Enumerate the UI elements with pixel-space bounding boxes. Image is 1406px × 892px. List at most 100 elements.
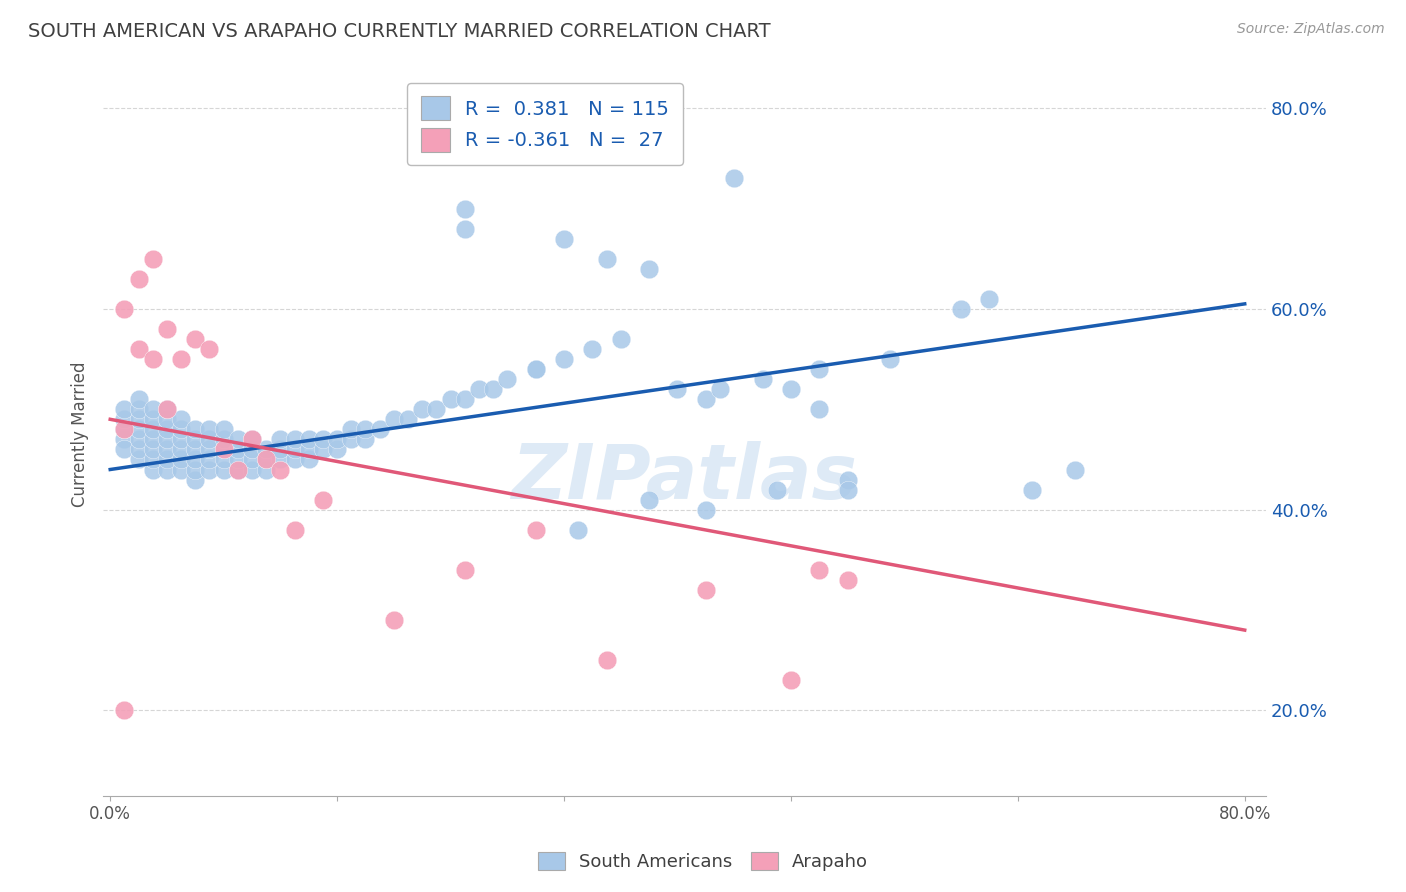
Point — [142, 252, 165, 266]
Point — [112, 422, 135, 436]
Y-axis label: Currently Married: Currently Married — [72, 361, 89, 508]
Point — [170, 412, 193, 426]
Point — [184, 452, 207, 467]
Point — [198, 422, 221, 436]
Point — [112, 402, 135, 417]
Point — [666, 382, 689, 396]
Point — [240, 442, 263, 457]
Point — [112, 433, 135, 447]
Point — [142, 452, 165, 467]
Point — [284, 442, 307, 457]
Point — [156, 402, 179, 417]
Point — [142, 422, 165, 436]
Point — [156, 322, 179, 336]
Point — [142, 412, 165, 426]
Point — [609, 332, 631, 346]
Point — [581, 342, 603, 356]
Point — [198, 452, 221, 467]
Point — [496, 372, 519, 386]
Point — [142, 442, 165, 457]
Point — [595, 653, 617, 667]
Point — [112, 442, 135, 457]
Point — [170, 422, 193, 436]
Point — [312, 433, 335, 447]
Point — [254, 452, 277, 467]
Point — [128, 272, 150, 286]
Point — [411, 402, 433, 417]
Point — [156, 442, 179, 457]
Point — [254, 452, 277, 467]
Point — [950, 301, 973, 316]
Point — [879, 352, 901, 367]
Point — [170, 433, 193, 447]
Point — [240, 433, 263, 447]
Point — [354, 422, 377, 436]
Point — [226, 452, 249, 467]
Point — [156, 402, 179, 417]
Legend: R =  0.381   N = 115, R = -0.361   N =  27: R = 0.381 N = 115, R = -0.361 N = 27 — [408, 83, 683, 165]
Point — [439, 392, 461, 407]
Point — [170, 452, 193, 467]
Point — [340, 433, 363, 447]
Point — [454, 202, 477, 216]
Point — [638, 261, 661, 276]
Point — [128, 442, 150, 457]
Point — [112, 703, 135, 717]
Point — [695, 502, 717, 516]
Point — [156, 433, 179, 447]
Point — [695, 582, 717, 597]
Point — [112, 422, 135, 436]
Point — [298, 433, 321, 447]
Text: Source: ZipAtlas.com: Source: ZipAtlas.com — [1237, 22, 1385, 37]
Point — [156, 452, 179, 467]
Point — [128, 392, 150, 407]
Point — [765, 483, 787, 497]
Point — [128, 433, 150, 447]
Point — [354, 433, 377, 447]
Point — [482, 382, 505, 396]
Point — [156, 462, 179, 476]
Point — [595, 252, 617, 266]
Point — [567, 523, 589, 537]
Point — [184, 332, 207, 346]
Legend: South Americans, Arapaho: South Americans, Arapaho — [530, 845, 876, 879]
Point — [312, 442, 335, 457]
Point — [142, 462, 165, 476]
Point — [396, 412, 419, 426]
Point — [142, 402, 165, 417]
Point — [240, 462, 263, 476]
Point — [212, 433, 235, 447]
Point — [326, 433, 349, 447]
Point — [112, 412, 135, 426]
Point — [142, 433, 165, 447]
Point — [198, 342, 221, 356]
Point — [128, 452, 150, 467]
Point — [723, 171, 745, 186]
Point — [226, 462, 249, 476]
Point — [837, 573, 859, 587]
Point — [340, 422, 363, 436]
Point — [156, 422, 179, 436]
Point — [979, 292, 1001, 306]
Point — [198, 433, 221, 447]
Point — [128, 412, 150, 426]
Point — [368, 422, 391, 436]
Point — [709, 382, 731, 396]
Point — [254, 462, 277, 476]
Point — [298, 442, 321, 457]
Point — [226, 442, 249, 457]
Point — [170, 442, 193, 457]
Point — [269, 462, 291, 476]
Point — [128, 342, 150, 356]
Point — [382, 613, 405, 627]
Point — [638, 492, 661, 507]
Point — [184, 442, 207, 457]
Point — [780, 673, 803, 688]
Point — [184, 433, 207, 447]
Point — [269, 433, 291, 447]
Point — [240, 433, 263, 447]
Point — [1021, 483, 1043, 497]
Point — [284, 452, 307, 467]
Point — [284, 523, 307, 537]
Point — [170, 352, 193, 367]
